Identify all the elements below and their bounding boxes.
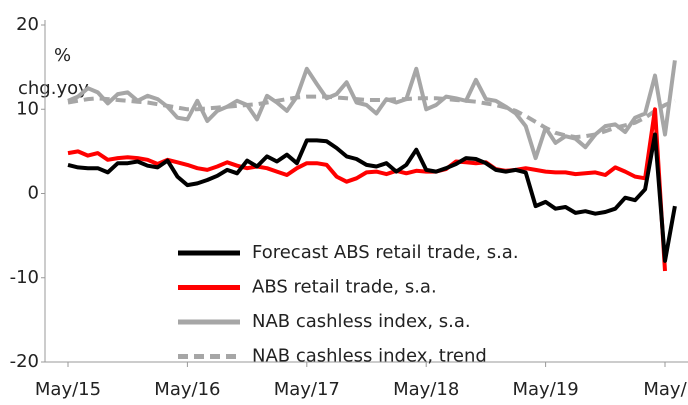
y-axis-label: chg.yoy xyxy=(18,78,89,99)
legend-label: NAB cashless index, s.a. xyxy=(252,311,471,332)
x-tick-label: May/15 xyxy=(35,379,101,400)
y-axis-label: % xyxy=(54,45,71,66)
x-tick-label: May/ xyxy=(643,379,687,400)
series-line xyxy=(67,60,677,161)
x-tick-label: May/19 xyxy=(513,379,579,400)
x-tick-label: May/16 xyxy=(154,379,220,400)
series-line xyxy=(67,132,677,263)
y-tick-label: 20 xyxy=(16,14,39,35)
legend-label: Forecast ABS retail trade, s.a. xyxy=(252,242,519,263)
legend-label: NAB cashless index, trend xyxy=(252,346,487,367)
y-tick-label: 0 xyxy=(28,183,39,204)
y-tick-label: -10 xyxy=(10,267,39,288)
y-tick-label: 10 xyxy=(16,98,39,119)
x-tick-label: May/17 xyxy=(274,379,340,400)
legend-label: ABS retail trade, s.a. xyxy=(252,277,437,298)
y-tick-label: -20 xyxy=(10,351,39,372)
x-tick-label: May/18 xyxy=(393,379,459,400)
